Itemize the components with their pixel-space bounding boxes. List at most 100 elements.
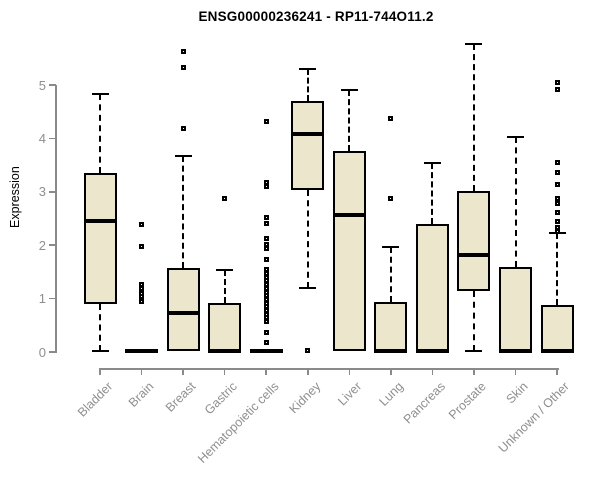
box-pancreas <box>415 223 449 352</box>
outlier-point <box>554 209 560 215</box>
y-tick-label: 2 <box>38 237 46 253</box>
x-axis-line <box>98 368 559 370</box>
median-line <box>291 132 325 137</box>
outlier-point <box>263 330 269 336</box>
x-axis-tick <box>348 368 351 375</box>
x-axis-tick <box>223 368 226 375</box>
box-gastric <box>208 302 242 352</box>
x-tick-label: Gastric <box>201 379 240 418</box>
median-line <box>249 348 283 353</box>
upper-whisker <box>223 269 226 303</box>
box-lung <box>374 301 408 352</box>
upper-whisker-cap <box>299 67 317 70</box>
outlier-point <box>263 235 269 241</box>
y-tick-label: 5 <box>38 77 46 93</box>
x-axis-tick <box>390 368 392 375</box>
outlier-point <box>180 125 186 131</box>
y-axis-tick <box>49 137 56 140</box>
outlier-point <box>263 215 269 221</box>
x-tick-label: Lung <box>376 379 407 409</box>
outlier-point <box>139 244 145 250</box>
outlier-point <box>263 179 269 185</box>
x-tick-label: Breast <box>162 379 199 415</box>
outlier-point <box>263 246 269 252</box>
outlier-point <box>263 319 269 325</box>
y-axis-tick <box>49 297 56 300</box>
outlier-point <box>554 169 560 175</box>
y-tick-label: 4 <box>38 130 46 146</box>
upper-whisker <box>348 89 351 152</box>
x-axis-tick <box>265 368 267 375</box>
outlier-point <box>388 196 394 202</box>
outlier-point <box>263 241 269 247</box>
median-line <box>415 348 449 353</box>
y-axis-tick <box>49 84 56 86</box>
lower-whisker-cap <box>299 286 317 289</box>
y-axis-tick <box>49 351 56 353</box>
y-axis-tick <box>49 244 56 246</box>
upper-whisker-cap <box>216 268 234 271</box>
upper-whisker <box>431 162 434 224</box>
x-tick-label: Skin <box>503 379 531 407</box>
upper-whisker <box>99 94 101 174</box>
x-tick-label: Hematopoietic cells <box>194 379 282 466</box>
outlier-point <box>554 160 560 166</box>
upper-whisker <box>556 232 559 305</box>
x-tick-label: Pancreas <box>400 379 448 427</box>
outlier-point <box>554 80 560 86</box>
outlier-point <box>554 218 560 224</box>
chart-title: ENSG00000236241 - RP11-744O11.2 <box>198 9 434 24</box>
outlier-point <box>139 285 145 291</box>
median-line <box>457 252 491 257</box>
median-line <box>374 348 408 353</box>
median-line <box>83 219 117 224</box>
y-axis-line <box>55 85 57 353</box>
median-line <box>499 348 532 353</box>
box-liver <box>332 151 366 351</box>
x-axis-tick <box>307 368 309 375</box>
outlier-point <box>554 182 560 188</box>
upper-whisker-cap <box>382 245 400 248</box>
outlier-point <box>139 222 145 228</box>
outlier-point <box>388 115 394 121</box>
upper-whisker <box>182 156 185 269</box>
outlier-point <box>139 281 145 287</box>
y-axis-tick <box>49 191 56 193</box>
upper-whisker <box>514 136 517 268</box>
outlier-point <box>263 221 269 227</box>
x-axis-tick <box>140 368 143 375</box>
x-axis-tick <box>473 368 475 375</box>
lower-whisker <box>306 190 309 288</box>
lower-whisker-cap <box>465 349 483 352</box>
outlier-point <box>222 196 228 202</box>
outlier-point <box>139 294 145 300</box>
outlier-point <box>554 195 560 201</box>
median-line <box>208 348 242 353</box>
median-line <box>166 311 200 316</box>
lower-whisker <box>472 291 475 351</box>
upper-whisker <box>306 68 309 101</box>
outlier-point <box>139 299 145 305</box>
outlier-point <box>554 224 560 230</box>
median-line <box>125 348 159 353</box>
box-unknown-other <box>540 305 574 352</box>
x-tick-label: Bladder <box>74 379 116 420</box>
outlier-point <box>180 65 186 71</box>
median-line <box>540 348 574 353</box>
outlier-point <box>263 256 269 262</box>
x-axis-tick <box>514 368 517 375</box>
outlier-point <box>554 87 560 93</box>
box-bladder <box>83 173 117 304</box>
box-skin <box>499 267 532 352</box>
x-axis-tick <box>556 368 558 375</box>
outlier-point <box>263 184 269 190</box>
box-kidney <box>291 101 325 191</box>
y-tick-label: 1 <box>38 291 46 307</box>
median-line <box>332 212 366 217</box>
upper-whisker-cap <box>91 93 109 96</box>
outlier-point <box>263 340 269 346</box>
y-tick-label: 3 <box>38 184 46 200</box>
outlier-point <box>180 49 186 55</box>
x-tick-label: Kidney <box>286 379 323 417</box>
x-axis-tick <box>99 368 101 375</box>
